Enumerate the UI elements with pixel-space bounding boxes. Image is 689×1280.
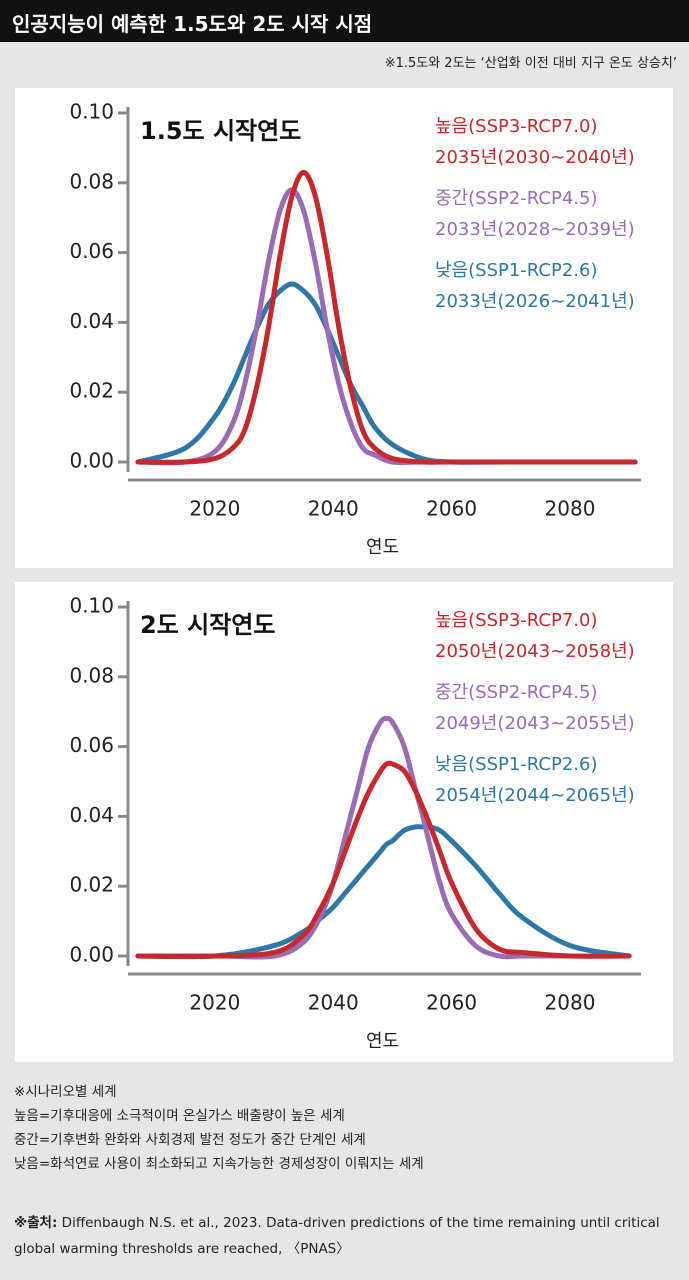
legend-label: 중간(SSP2-RCP4.5) — [435, 682, 597, 703]
subtitle: ※1.5도와 2도는 ‘산업화 이전 대비 지구 온도 상승치’ — [384, 56, 677, 71]
x-tick-label: 2020 — [189, 497, 240, 521]
x-tick-label: 2080 — [545, 991, 596, 1015]
chart-panel: 0.10 0.08 0.06 0.04 0.02 0.00 2020 2040 2060 2080… — [15, 88, 673, 568]
y-tick-label: 0.00 — [69, 943, 114, 967]
page-title: 인공지능이 예측한 1.5도와 2도 시작 시점 — [12, 12, 373, 36]
legend-label: 높음(SSP3-RCP7.0) — [435, 116, 597, 137]
source-text: Diffenbaugh N.S. et al., 2023. Data-driv… — [14, 1215, 660, 1257]
series-line — [135, 760, 632, 959]
chart-title: 2도 시작연도 — [140, 611, 275, 639]
series-line — [135, 716, 632, 960]
note-line: ※시나리오별 세계 — [14, 1084, 117, 1100]
x-tick-label: 2080 — [545, 497, 596, 521]
x-tick-label: 2040 — [308, 991, 359, 1015]
y-tick-label: 0.04 — [69, 803, 114, 827]
chart: 0.10 0.08 0.06 0.04 0.02 0.00 2020 2040 2060 2080… — [69, 594, 641, 1052]
note-line: 중간=기후변화 완화와 사회경제 발전 정도가 중간 단계인 세계 — [14, 1132, 366, 1148]
series-line — [135, 169, 638, 465]
note-line: 높음=기후대응에 소극적이며 온실가스 배출량이 높은 세계 — [14, 1108, 345, 1124]
legend-detail: 2049년(2043~2055년) — [435, 713, 635, 734]
legend-label: 중간(SSP2-RCP4.5) — [435, 188, 597, 209]
x-axis-title: 연도 — [366, 1031, 399, 1052]
legend-detail: 2033년(2028~2039년) — [435, 219, 635, 240]
y-tick-label: 0.10 — [69, 100, 114, 124]
legend-label: 낮음(SSP1-RCP2.6) — [435, 754, 597, 775]
x-tick-label: 2060 — [426, 497, 477, 521]
y-tick-label: 0.10 — [69, 594, 114, 618]
series-line — [135, 824, 632, 960]
header-bar: 인공지능이 예측한 1.5도와 2도 시작 시점 — [0, 0, 689, 42]
y-tick-label: 0.06 — [69, 733, 114, 757]
y-tick-label: 0.04 — [69, 309, 114, 333]
chart-title: 1.5도 시작연도 — [140, 117, 301, 145]
legend-detail: 2035년(2030~2040년) — [435, 147, 635, 168]
y-tick-label: 0.08 — [69, 663, 114, 687]
x-tick-label: 2040 — [308, 497, 359, 521]
x-tick-label: 2020 — [189, 991, 240, 1015]
legend-detail: 2054년(2044~2065년) — [435, 785, 635, 806]
y-tick-label: 0.00 — [69, 449, 114, 473]
y-tick-label: 0.06 — [69, 239, 114, 263]
chart-panel: 0.10 0.08 0.06 0.04 0.02 0.00 2020 2040 2060 2080… — [15, 582, 673, 1062]
legend-detail: 2033년(2026~2041년) — [435, 291, 635, 312]
x-tick-label: 2060 — [426, 991, 477, 1015]
y-tick-label: 0.02 — [69, 379, 114, 403]
legend-label: 높음(SSP3-RCP7.0) — [435, 610, 597, 631]
source-label: ※출처: — [14, 1215, 58, 1231]
x-axis-title: 연도 — [366, 537, 399, 558]
legend-detail: 2050년(2043~2058년) — [435, 641, 635, 662]
y-tick-label: 0.02 — [69, 873, 114, 897]
legend-label: 낮음(SSP1-RCP2.6) — [435, 260, 597, 281]
note-line: 낮음=화석연료 사용이 최소화되고 지속가능한 경제성장이 이뤄지는 세계 — [14, 1156, 424, 1172]
series-line — [135, 281, 638, 465]
chart: 0.10 0.08 0.06 0.04 0.02 0.00 2020 2040 2060 2080… — [69, 100, 641, 558]
y-tick-label: 0.08 — [69, 169, 114, 193]
source: ※출처: Diffenbaugh N.S. et al., 2023. Data… — [14, 1210, 674, 1262]
